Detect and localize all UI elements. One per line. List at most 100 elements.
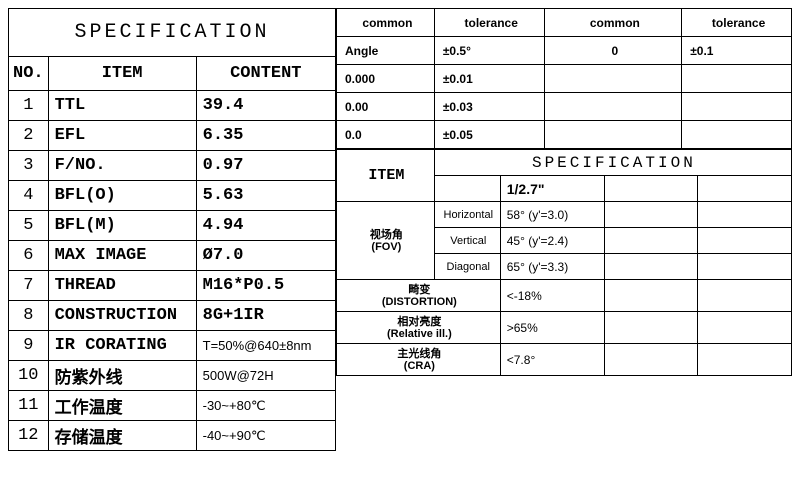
row-content: T=50%@640±8nm	[196, 331, 335, 361]
tol-c4	[682, 93, 792, 121]
tol-c2: ±0.05	[434, 121, 544, 149]
fov-h-val: 58° (y'=3.0)	[500, 202, 604, 228]
relill-val: >65%	[500, 312, 604, 344]
spec2-blank	[604, 176, 698, 202]
row-content: 500W@72H	[196, 361, 335, 391]
spec-table-right: ITEM SPECIFICATION 1/2.7" 视场角 (FOV) Hori…	[336, 149, 792, 376]
relill-label: 相对亮度 (Relative ill.)	[337, 312, 501, 344]
row-no: 2	[9, 121, 49, 151]
tol-c2: ±0.01	[434, 65, 544, 93]
row-no: 3	[9, 151, 49, 181]
tol-hdr-common2: common	[544, 9, 682, 37]
spec2-item-hdr: ITEM	[337, 150, 435, 202]
row-content: 0.97	[196, 151, 335, 181]
blank	[604, 280, 698, 312]
fov-h-sub: Horizontal	[434, 202, 500, 228]
row-no: 7	[9, 271, 49, 301]
relill-cn: 相对亮度	[397, 316, 441, 328]
row-content: Ø7.0	[196, 241, 335, 271]
fov-d-sub: Diagonal	[434, 254, 500, 280]
spec2-sensor: 1/2.7"	[500, 176, 604, 202]
blank	[698, 280, 792, 312]
cra-cn: 主光线角	[397, 348, 441, 360]
tol-c3	[544, 121, 682, 149]
row-no: 4	[9, 181, 49, 211]
tol-c1: Angle	[337, 37, 435, 65]
row-item: 存储温度	[48, 421, 196, 451]
cra-val: <7.8°	[500, 344, 604, 376]
row-item: CONSTRUCTION	[48, 301, 196, 331]
fov-v-val: 45° (y'=2.4)	[500, 228, 604, 254]
spec2-blank	[698, 176, 792, 202]
tol-hdr-tolerance1: tolerance	[434, 9, 544, 37]
row-content: 6.35	[196, 121, 335, 151]
row-item: BFL(M)	[48, 211, 196, 241]
blank	[604, 254, 698, 280]
distortion-cn: 畸变	[408, 284, 430, 296]
distortion-label: 畸变 (DISTORTION)	[337, 280, 501, 312]
row-content: -40~+90℃	[196, 421, 335, 451]
row-no: 10	[9, 361, 49, 391]
tol-c1: 0.00	[337, 93, 435, 121]
row-item: MAX IMAGE	[48, 241, 196, 271]
row-item: IR CORATING	[48, 331, 196, 361]
tol-c3	[544, 65, 682, 93]
fov-label: 视场角 (FOV)	[337, 202, 435, 280]
blank	[604, 312, 698, 344]
blank	[698, 312, 792, 344]
cra-label: 主光线角 (CRA)	[337, 344, 501, 376]
blank	[698, 228, 792, 254]
row-no: 5	[9, 211, 49, 241]
blank	[604, 228, 698, 254]
tol-c1: 0.000	[337, 65, 435, 93]
row-item: THREAD	[48, 271, 196, 301]
fov-d-val: 65° (y'=3.3)	[500, 254, 604, 280]
row-item: TTL	[48, 91, 196, 121]
row-item: F/NO.	[48, 151, 196, 181]
tol-c4: ±0.1	[682, 37, 792, 65]
row-content: 4.94	[196, 211, 335, 241]
blank	[698, 344, 792, 376]
tol-c4	[682, 121, 792, 149]
row-no: 1	[9, 91, 49, 121]
row-no: 9	[9, 331, 49, 361]
hdr-item: ITEM	[48, 57, 196, 91]
row-content: -30~+80℃	[196, 391, 335, 421]
spec-title: SPECIFICATION	[9, 9, 336, 57]
row-no: 11	[9, 391, 49, 421]
row-content: 8G+1IR	[196, 301, 335, 331]
spec2-empty-sub	[434, 176, 500, 202]
tol-hdr-common1: common	[337, 9, 435, 37]
tol-c3	[544, 93, 682, 121]
spec-table-left: SPECIFICATION NO. ITEM CONTENT 1TTL39.4 2…	[8, 8, 336, 451]
row-content: M16*P0.5	[196, 271, 335, 301]
tol-c1: 0.0	[337, 121, 435, 149]
row-item: 工作温度	[48, 391, 196, 421]
blank	[698, 202, 792, 228]
blank	[604, 202, 698, 228]
tol-c2: ±0.5°	[434, 37, 544, 65]
tol-c2: ±0.03	[434, 93, 544, 121]
row-item: EFL	[48, 121, 196, 151]
blank	[604, 344, 698, 376]
blank	[698, 254, 792, 280]
tol-c3: 0	[544, 37, 682, 65]
row-item: 防紫外线	[48, 361, 196, 391]
tol-hdr-tolerance2: tolerance	[682, 9, 792, 37]
row-no: 12	[9, 421, 49, 451]
cra-en: (CRA)	[404, 360, 435, 372]
fov-v-sub: Vertical	[434, 228, 500, 254]
tol-c4	[682, 65, 792, 93]
relill-en: (Relative ill.)	[387, 328, 452, 340]
row-content: 39.4	[196, 91, 335, 121]
hdr-no: NO.	[9, 57, 49, 91]
row-no: 6	[9, 241, 49, 271]
tolerance-table: common tolerance common tolerance Angle±…	[336, 8, 792, 149]
hdr-content: CONTENT	[196, 57, 335, 91]
row-content: 5.63	[196, 181, 335, 211]
distortion-en: (DISTORTION)	[382, 296, 457, 308]
row-item: BFL(O)	[48, 181, 196, 211]
row-no: 8	[9, 301, 49, 331]
spec2-spec-hdr: SPECIFICATION	[434, 150, 791, 176]
distortion-val: <-18%	[500, 280, 604, 312]
